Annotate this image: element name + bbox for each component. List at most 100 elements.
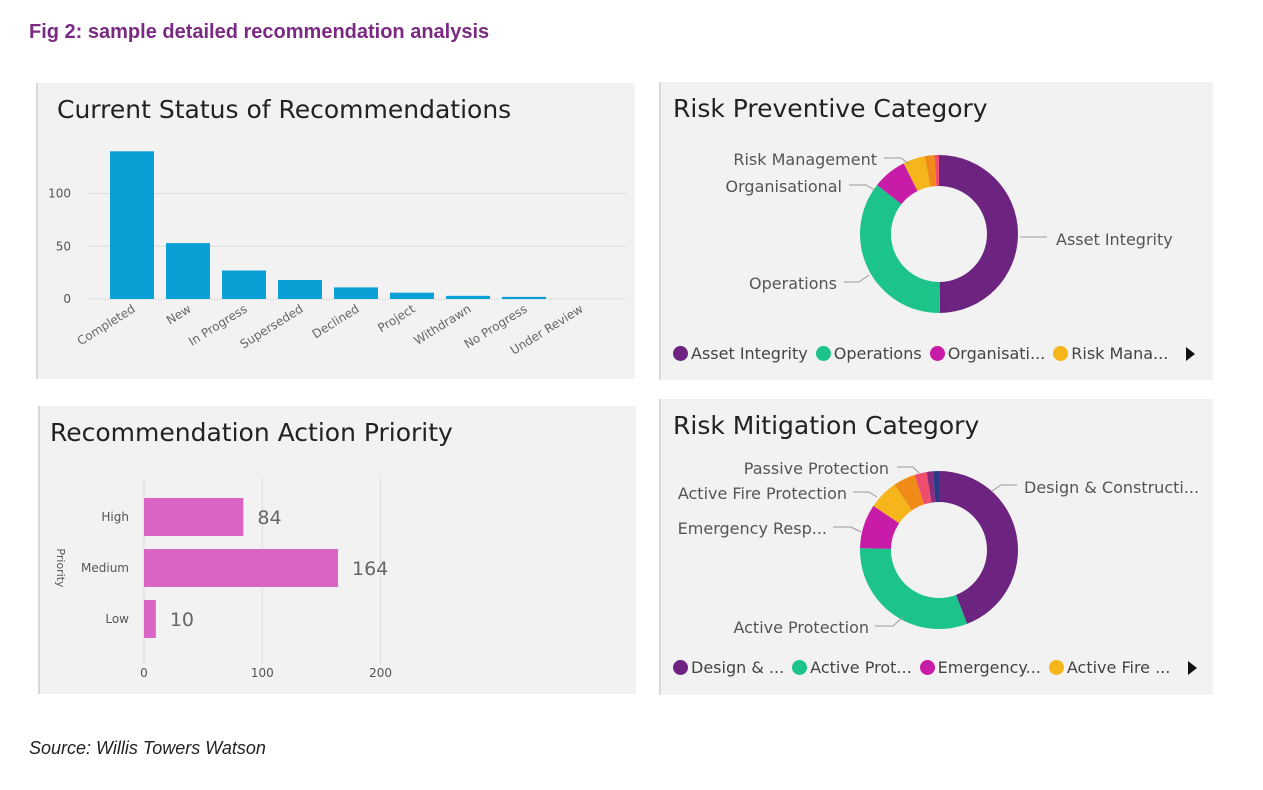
donut-slice bbox=[934, 155, 939, 187]
slice-label: Design & Constructi... bbox=[1024, 478, 1199, 497]
bar bbox=[144, 549, 339, 587]
bar bbox=[334, 287, 378, 299]
donut-slice bbox=[860, 505, 900, 549]
y-tick-label: Low bbox=[105, 612, 129, 626]
priority-chart-title: Recommendation Action Priority bbox=[50, 418, 453, 447]
mitigation-chart-title: Risk Mitigation Category bbox=[673, 411, 980, 440]
bar bbox=[144, 498, 244, 536]
donut-slice bbox=[860, 184, 940, 313]
legend-item[interactable]: Active Prot... bbox=[792, 658, 912, 677]
bar bbox=[144, 600, 156, 638]
x-tick-label: 0 bbox=[140, 666, 148, 680]
y-tick-label: 50 bbox=[56, 239, 71, 253]
donut-slice bbox=[877, 163, 918, 205]
donut-slice bbox=[926, 471, 936, 503]
slice-label: Active Fire Protection bbox=[678, 484, 847, 503]
bar bbox=[446, 295, 490, 299]
legend-swatch bbox=[1048, 660, 1064, 675]
donut-slice bbox=[894, 474, 925, 511]
data-label: 10 bbox=[170, 609, 194, 631]
mitigation-legend: Design & ... Active Prot... Emergency...… bbox=[673, 658, 1198, 677]
x-tick-label: 100 bbox=[251, 666, 274, 680]
bar bbox=[278, 280, 322, 299]
mitigation-chart-panel: Risk Mitigation Category Design & Constr… bbox=[659, 399, 1213, 695]
slice-label: Operations bbox=[749, 274, 837, 293]
legend-item[interactable]: Emergency... bbox=[919, 658, 1041, 677]
legend-swatch bbox=[792, 660, 808, 675]
legend-swatch bbox=[673, 346, 688, 361]
slice-label: Asset Integrity bbox=[1056, 230, 1173, 249]
legend-item[interactable]: Risk Mana... bbox=[1053, 344, 1168, 363]
preventive-donut-chart: Asset Integrity Operations Organisational R… bbox=[726, 150, 1173, 313]
slice-label: Passive Protection bbox=[744, 459, 889, 478]
legend-label: Organisati... bbox=[947, 344, 1046, 363]
mitigation-donut-chart: Design & Constructi... Active Protection E… bbox=[678, 459, 1199, 637]
donut-slice bbox=[873, 484, 912, 524]
priority-bar-chart: 0 100 200 84 High 164 Medium 10 Low Priority bbox=[54, 478, 392, 680]
donut-slice bbox=[903, 156, 931, 192]
y-tick-label: Medium bbox=[81, 561, 129, 575]
bar bbox=[390, 292, 434, 299]
legend-swatch bbox=[1053, 346, 1069, 361]
legend-next-arrow-icon[interactable] bbox=[1186, 346, 1196, 361]
leader-line bbox=[884, 157, 910, 165]
donut-slice bbox=[939, 471, 1018, 624]
x-tick-label: Superseded bbox=[238, 302, 306, 352]
legend-label: Emergency... bbox=[937, 658, 1041, 677]
leader-line bbox=[844, 274, 870, 283]
y-tick-label: High bbox=[101, 510, 129, 524]
status-chart-title: Current Status of Recommendations bbox=[57, 95, 512, 124]
legend-swatch bbox=[929, 346, 945, 361]
x-tick-label: Declined bbox=[310, 302, 362, 342]
bar bbox=[502, 296, 546, 299]
bar bbox=[166, 243, 210, 299]
legend-label: Design & ... bbox=[691, 658, 785, 677]
source-note: Source: Willis Towers Watson bbox=[29, 738, 266, 758]
legend-item[interactable]: Operations bbox=[815, 344, 922, 363]
x-tick-label: Completed bbox=[75, 302, 138, 349]
preventive-chart-title: Risk Preventive Category bbox=[673, 94, 988, 123]
legend-item[interactable]: Design & ... bbox=[673, 658, 784, 677]
legend-next-arrow-icon[interactable] bbox=[1188, 660, 1198, 675]
legend-item[interactable]: Organisati... bbox=[929, 344, 1046, 363]
legend-label: Active Fire ... bbox=[1066, 658, 1171, 677]
legend-label: Operations bbox=[833, 344, 922, 363]
preventive-legend: Asset Integrity Operations Organisati...… bbox=[673, 344, 1196, 363]
legend-label: Asset Integrity bbox=[691, 344, 808, 363]
slice-label: Active Protection bbox=[733, 618, 869, 637]
leader-line bbox=[897, 466, 920, 474]
slice-label: Emergency Resp... bbox=[678, 519, 827, 538]
leader-line bbox=[849, 184, 876, 191]
donut-slice bbox=[924, 155, 937, 187]
legend-swatch bbox=[673, 660, 688, 675]
preventive-chart-panel: Risk Preventive Category Asset Integrity… bbox=[659, 82, 1213, 380]
legend-swatch bbox=[919, 660, 935, 675]
legend-label: Risk Mana... bbox=[1071, 344, 1169, 363]
y-tick-label: 100 bbox=[48, 187, 71, 201]
leader-line bbox=[991, 484, 1017, 492]
legend-swatch bbox=[815, 346, 831, 361]
bar bbox=[222, 270, 266, 299]
donut-slice bbox=[860, 548, 968, 629]
leader-line bbox=[875, 616, 904, 627]
donut-slice bbox=[933, 471, 939, 503]
data-label: 84 bbox=[257, 507, 281, 529]
data-label: 164 bbox=[352, 558, 388, 580]
donut-slice bbox=[939, 155, 1019, 313]
legend-item[interactable]: Asset Integrity bbox=[673, 344, 808, 363]
x-tick-label: New bbox=[164, 302, 194, 328]
slice-label: Risk Management bbox=[733, 150, 877, 169]
bar bbox=[110, 151, 154, 299]
leader-line bbox=[833, 526, 862, 533]
y-axis-title: Priority bbox=[54, 548, 67, 588]
slice-label: Organisational bbox=[726, 177, 842, 196]
y-tick-label: 0 bbox=[63, 292, 71, 306]
x-tick-label: Project bbox=[375, 302, 417, 336]
legend-label: Active Prot... bbox=[810, 658, 912, 677]
figure-caption: Fig 2: sample detailed recommendation an… bbox=[29, 21, 490, 43]
leader-line bbox=[853, 491, 878, 498]
legend-item[interactable]: Active Fire ... bbox=[1048, 658, 1171, 677]
x-tick-label: 200 bbox=[369, 666, 392, 680]
status-chart-panel: Current Status of Recommendations 0 50 100… bbox=[36, 83, 635, 379]
